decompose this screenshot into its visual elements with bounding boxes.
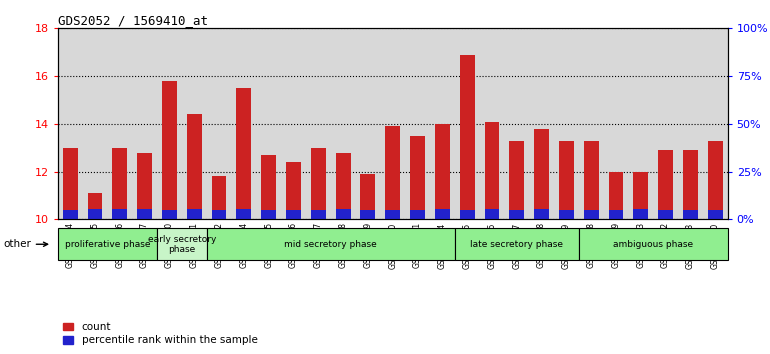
Bar [559, 141, 574, 219]
Bar [360, 174, 375, 219]
Text: mid secretory phase: mid secretory phase [284, 240, 377, 249]
Bar [187, 114, 202, 219]
Bar [212, 210, 226, 219]
Bar [484, 209, 500, 219]
Bar [157, 228, 206, 260]
Bar [608, 172, 624, 219]
Bar [634, 209, 648, 219]
Bar [559, 210, 574, 219]
Bar [311, 148, 326, 219]
Bar [410, 136, 425, 219]
Bar [62, 210, 78, 219]
Bar [435, 124, 450, 219]
Bar [584, 141, 598, 219]
Legend: count, percentile rank within the sample: count, percentile rank within the sample [63, 322, 258, 345]
Bar [410, 210, 425, 219]
Bar [608, 210, 624, 219]
Bar [336, 209, 350, 219]
Bar [509, 210, 524, 219]
Bar [88, 209, 102, 219]
Text: GDS2052 / 1569410_at: GDS2052 / 1569410_at [58, 14, 208, 27]
Bar [261, 210, 276, 219]
Bar [206, 228, 455, 260]
Text: proliferative phase: proliferative phase [65, 240, 150, 249]
Bar [212, 176, 226, 219]
Bar [137, 153, 152, 219]
Bar [460, 210, 474, 219]
Bar [58, 228, 157, 260]
Bar [455, 228, 579, 260]
Bar [658, 210, 673, 219]
Bar [683, 150, 698, 219]
Text: early secretory
phase: early secretory phase [148, 235, 216, 254]
Bar [634, 172, 648, 219]
Bar [112, 210, 127, 219]
Bar [708, 141, 723, 219]
Bar [509, 141, 524, 219]
Bar [385, 126, 400, 219]
Bar [484, 121, 500, 219]
Bar [311, 210, 326, 219]
Bar [88, 193, 102, 219]
Text: late secretory phase: late secretory phase [470, 240, 564, 249]
Text: ambiguous phase: ambiguous phase [613, 240, 693, 249]
Bar [534, 209, 549, 219]
Bar [658, 150, 673, 219]
Bar [187, 209, 202, 219]
Bar [162, 210, 177, 219]
Bar [62, 148, 78, 219]
Bar [435, 209, 450, 219]
Bar [336, 153, 350, 219]
Bar [236, 88, 251, 219]
Bar [683, 210, 698, 219]
Bar [360, 210, 375, 219]
Bar [286, 162, 301, 219]
Bar [584, 210, 598, 219]
Bar [261, 155, 276, 219]
Text: other: other [3, 239, 48, 249]
Bar [236, 209, 251, 219]
Bar [579, 228, 728, 260]
Bar [112, 148, 127, 219]
Bar [286, 210, 301, 219]
Bar [385, 210, 400, 219]
Bar [137, 209, 152, 219]
Bar [534, 129, 549, 219]
Bar [708, 210, 723, 219]
Bar [162, 81, 177, 219]
Bar [460, 55, 474, 219]
